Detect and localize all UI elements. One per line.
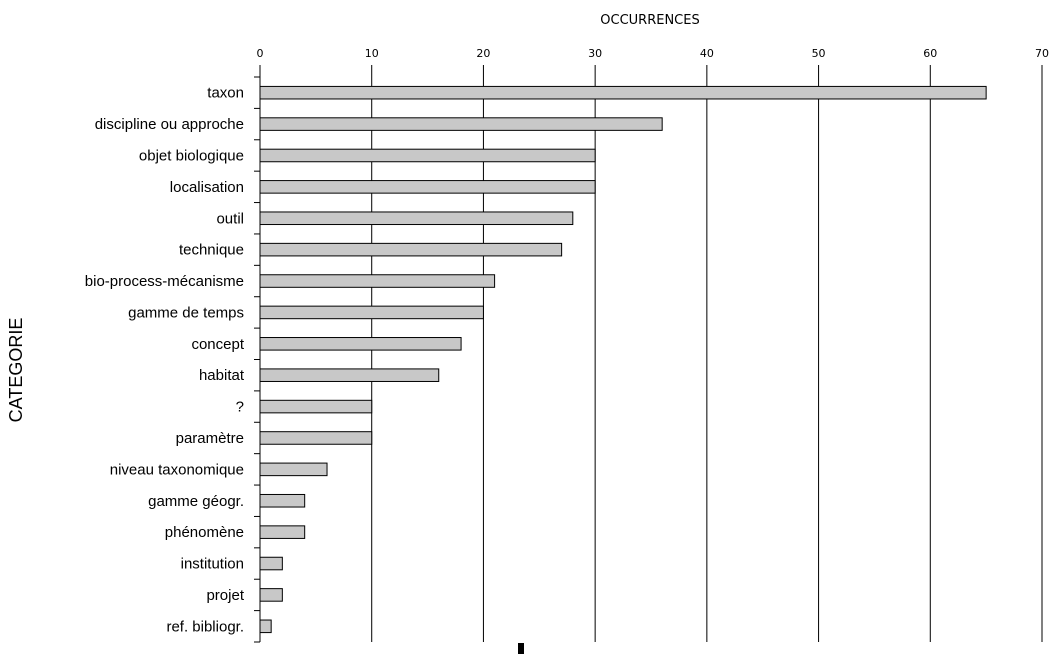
bar xyxy=(259,85,987,100)
category-label: paramètre xyxy=(176,430,244,447)
category-label: institution xyxy=(181,556,244,573)
bar xyxy=(259,588,283,602)
x-tick-label: 30 xyxy=(588,47,602,60)
category-label: outil xyxy=(216,210,244,227)
bottom-mark xyxy=(518,643,524,654)
category-label: objet biologique xyxy=(139,147,244,164)
bar xyxy=(259,180,596,194)
bars xyxy=(259,85,987,634)
category-label: gamme géogr. xyxy=(148,493,244,510)
bar xyxy=(259,556,283,571)
category-label: localisation xyxy=(170,179,244,196)
x-tick-label: 70 xyxy=(1035,47,1049,60)
x-axis-title: OCCURRENCES xyxy=(600,13,699,28)
x-tick-label: 50 xyxy=(812,47,826,60)
bar xyxy=(259,274,496,288)
bar xyxy=(259,148,596,163)
bar xyxy=(259,619,272,634)
bar xyxy=(259,525,306,539)
category-label: technique xyxy=(179,242,244,259)
x-tick-label: 40 xyxy=(700,47,714,60)
category-label: projet xyxy=(206,587,244,604)
x-tick-label: 10 xyxy=(365,47,379,60)
bar xyxy=(259,211,574,226)
category-label: ? xyxy=(236,399,244,416)
bar xyxy=(259,431,373,445)
bar xyxy=(259,117,663,131)
y-axis-title: CATEGORIE xyxy=(6,318,26,423)
bar xyxy=(259,493,306,508)
category-label: phénomène xyxy=(165,524,244,541)
x-tick-label: 20 xyxy=(476,47,490,60)
category-label: habitat xyxy=(199,367,245,384)
y-tick-marks xyxy=(254,76,260,643)
category-label: gamme de temps xyxy=(128,304,244,321)
bar xyxy=(259,337,462,351)
bar xyxy=(259,462,328,477)
bar xyxy=(259,242,563,257)
category-label: ref. bibliogr. xyxy=(166,618,244,635)
x-tick-label: 60 xyxy=(923,47,937,60)
category-label: bio-process-mécanisme xyxy=(85,273,244,290)
category-label: concept xyxy=(191,336,244,353)
category-labels: taxon discipline ou approche objet biologi… xyxy=(85,85,245,636)
bar xyxy=(259,399,373,414)
bar xyxy=(259,368,440,382)
x-tick-label: 0 xyxy=(257,47,264,60)
category-label: taxon xyxy=(207,85,244,102)
category-label: discipline ou approche xyxy=(95,116,244,133)
x-tick-labels: 0 10 20 30 40 50 60 70 xyxy=(257,47,1050,60)
category-label: niveau taxonomique xyxy=(110,461,244,478)
bar xyxy=(259,305,484,320)
